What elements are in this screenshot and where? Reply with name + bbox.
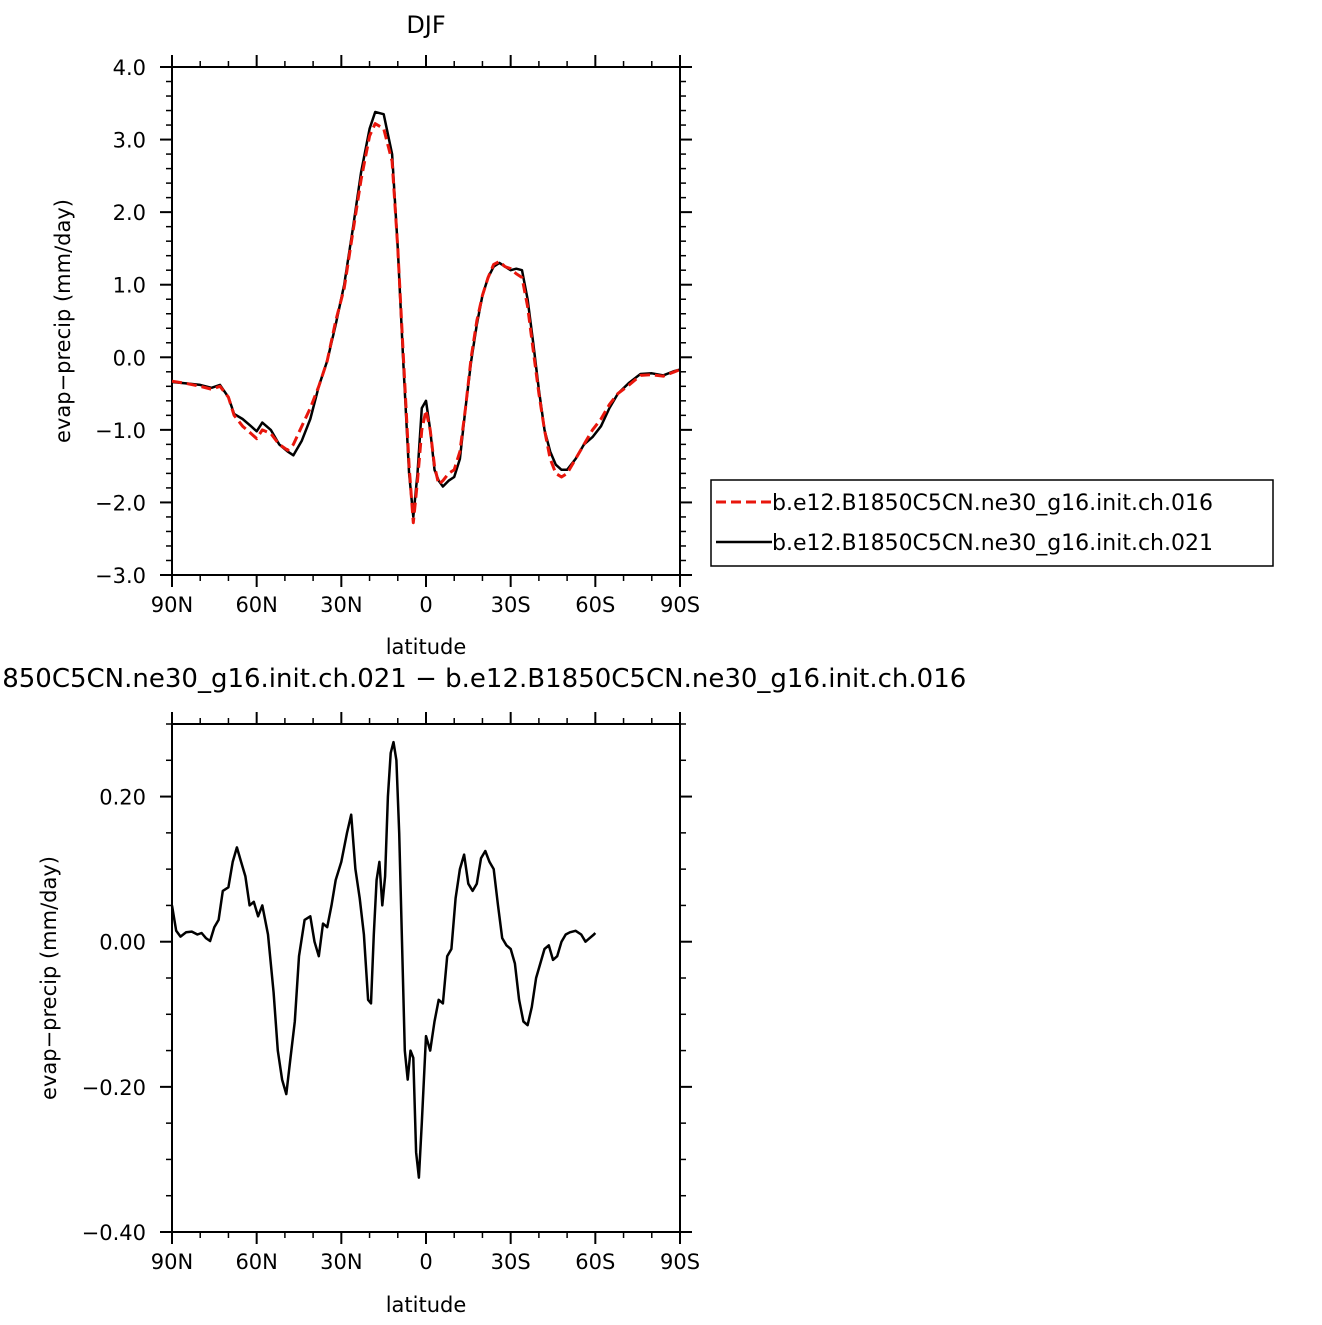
bottom-y-tick-label: −0.20 (82, 1076, 146, 1100)
bottom-x-tick-label: 60S (575, 1250, 615, 1274)
top-plot-frame (171, 66, 681, 576)
top-x-tick-label: 0 (419, 593, 432, 617)
bottom-y-tick-label: 0.20 (99, 786, 146, 810)
top-chart: DJF 90N 60N 30N 0 30S 60S 90S −3.0 −2.0 −1.0 0.0 1.… (51, 11, 700, 659)
top-y-axis-label: evap−precip (mm/day) (51, 199, 75, 443)
bottom-x-tick-label: 30N (320, 1250, 362, 1274)
bottom-x-tick-label: 90S (660, 1250, 700, 1274)
top-y-tick-label: 0.0 (113, 346, 146, 370)
top-series-line-0 (171, 110, 681, 519)
top-y-tick-label: 1.0 (113, 274, 146, 298)
bottom-y-tick-label: 0.00 (99, 931, 146, 955)
bottom-x-tick-label: 30S (491, 1250, 531, 1274)
top-y-tick-label: 2.0 (113, 201, 146, 225)
top-x-tick-label: 30S (491, 593, 531, 617)
top-x-tick-label: 90N (151, 593, 193, 617)
bottom-x-tick-label: 60N (235, 1250, 277, 1274)
top-series-line-1 (171, 122, 681, 525)
bottom-chart: b.e12.B1850C5CN.ne30_g16.init.ch.021 − b… (0, 664, 966, 1317)
bottom-series-group (170, 740, 597, 1179)
top-x-tick-label: 30N (320, 593, 362, 617)
top-y-tick-label: −1.0 (95, 419, 146, 443)
legend-entry-016: b.e12.B1850C5CN.ne30_g16.init.ch.016 (772, 491, 1213, 516)
top-y-tick-label: 3.0 (113, 129, 146, 153)
top-x-tick-label: 90S (660, 593, 700, 617)
legend-entry-021: b.e12.B1850C5CN.ne30_g16.init.ch.021 (772, 531, 1213, 556)
top-series-group (171, 110, 681, 525)
bottom-y-tick-label: −0.40 (82, 1221, 146, 1245)
bottom-axis-ticks: 90N 60N 30N 0 30S 60S 90S −0.40 −0.20 0.00 0.20 (82, 712, 700, 1274)
top-x-axis-label: latitude (386, 635, 467, 659)
legend-box (710, 479, 1274, 567)
bottom-y-axis-label: evap−precip (mm/day) (37, 856, 61, 1100)
bottom-x-tick-label: 90N (151, 1250, 193, 1274)
bottom-series-line-0 (170, 740, 597, 1179)
legend: b.e12.B1850C5CN.ne30_g16.init.ch.016 b.e… (710, 479, 1274, 567)
bottom-x-axis-label: latitude (386, 1293, 467, 1317)
bottom-plot-frame (171, 723, 681, 1233)
top-axis-ticks: 90N 60N 30N 0 30S 60S 90S −3.0 −2.0 −1.0 0.0 1.0 2.0… (95, 55, 700, 617)
top-x-tick-label: 60S (575, 593, 615, 617)
top-y-tick-label: 4.0 (113, 56, 146, 80)
bottom-x-tick-label: 0 (419, 1250, 432, 1274)
top-y-tick-label: −3.0 (95, 564, 146, 588)
top-y-tick-label: −2.0 (95, 491, 146, 515)
top-chart-title: DJF (406, 11, 445, 39)
top-x-tick-label: 60N (235, 593, 277, 617)
bottom-chart-title: b.e12.B1850C5CN.ne30_g16.init.ch.021 − b… (0, 664, 966, 694)
